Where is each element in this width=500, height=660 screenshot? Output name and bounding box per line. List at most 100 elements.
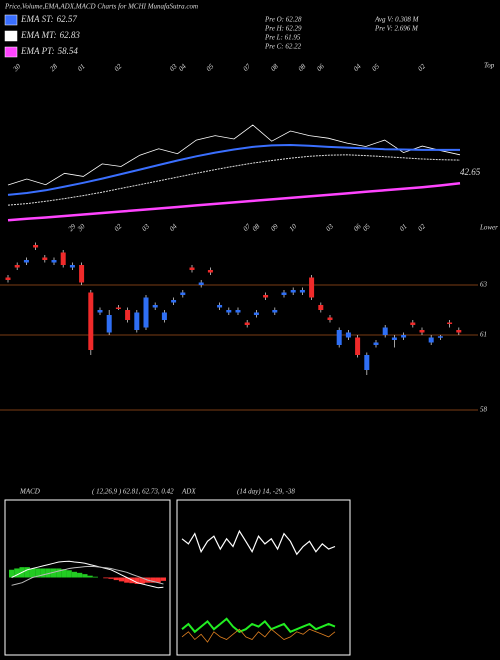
candle-body — [244, 322, 250, 325]
date-label: 10 — [288, 222, 299, 233]
candle-body — [115, 307, 121, 309]
side-label: Lower — [479, 224, 498, 232]
candle-body — [437, 336, 443, 338]
histogram-bar — [29, 568, 36, 578]
legend-entry: EMA PT: 58.54 — [20, 46, 78, 56]
histogram-bar — [9, 569, 15, 578]
histogram-bar — [56, 568, 62, 578]
candle-body — [263, 295, 269, 298]
stat: Pre V: 2.696 M — [374, 25, 419, 33]
candle-body — [419, 330, 425, 333]
histogram-bar — [118, 577, 125, 582]
candle-body — [226, 310, 232, 313]
candle-body — [345, 332, 351, 338]
candle-body — [42, 257, 48, 260]
histogram-bar — [139, 577, 146, 584]
histogram-bar — [35, 568, 41, 578]
legend-swatch — [4, 46, 18, 58]
line-series — [181, 529, 336, 556]
candle-body — [336, 330, 342, 345]
candle-body — [217, 305, 223, 308]
date-label: 08 — [269, 62, 280, 73]
line-series — [11, 565, 164, 586]
histogram-bar — [14, 568, 20, 578]
candle-body — [253, 312, 259, 315]
candle-body — [299, 290, 305, 293]
date-label: 04 — [168, 222, 179, 233]
legend-value: 58.54 — [58, 46, 79, 56]
histogram-bar — [71, 571, 78, 578]
date-label: 29 — [67, 222, 78, 233]
candle-body — [14, 265, 20, 268]
date-label: 01 — [398, 222, 409, 233]
candle-body — [88, 292, 94, 350]
stat: Pre C: 62.22 — [264, 43, 302, 51]
candle-body — [161, 312, 167, 320]
line-series — [181, 617, 336, 634]
stat: Pre H: 62.29 — [264, 25, 302, 33]
candle-body — [327, 317, 333, 320]
candle-body — [106, 315, 112, 333]
histogram-bar — [155, 577, 161, 583]
date-label: 07 — [242, 222, 253, 233]
candle-body — [143, 297, 149, 328]
panel-title: ADX — [181, 488, 196, 496]
candle-body — [171, 300, 177, 303]
histogram-bar — [92, 576, 98, 578]
candle-body — [364, 355, 370, 370]
side-label: Top — [484, 62, 495, 70]
candle-body — [198, 282, 204, 285]
histogram-bar — [87, 575, 93, 578]
date-label: 02 — [113, 222, 124, 233]
candle-body — [5, 277, 11, 280]
histogram-bar — [160, 577, 166, 581]
stat: Pre L: 61.95 — [264, 34, 301, 42]
date-label: 09 — [269, 222, 280, 233]
date-label: 03 — [324, 222, 335, 233]
date-label: 05 — [370, 62, 381, 73]
candle-body — [401, 335, 407, 338]
date-label: 06 — [352, 222, 363, 233]
candle-body — [180, 292, 186, 295]
candle-body — [60, 252, 66, 265]
candle-body — [125, 310, 131, 320]
histogram-bar — [108, 577, 114, 579]
date-label: 01 — [76, 62, 87, 73]
candle-body — [23, 260, 29, 263]
date-label: 05 — [205, 62, 216, 73]
date-label: 02 — [416, 62, 427, 73]
date-label: 06 — [315, 62, 326, 73]
candle-body — [355, 337, 361, 355]
date-label: 07 — [242, 62, 253, 73]
histogram-bar — [45, 568, 51, 578]
legend-label: EMA PT: — [20, 46, 55, 56]
histogram-bar — [150, 577, 156, 583]
legend-value: 62.57 — [57, 14, 78, 24]
line-series — [181, 628, 336, 643]
date-label: 02 — [113, 62, 124, 73]
legend-entry: EMA MT: 62.83 — [20, 30, 80, 40]
date-label: 03 — [140, 222, 151, 233]
line-series — [7, 143, 460, 196]
panel-title: MACD — [19, 488, 40, 496]
histogram-bar — [103, 577, 109, 579]
date-label: 08 — [251, 222, 262, 233]
date-label: 08 — [297, 62, 308, 73]
candle-body — [51, 260, 57, 263]
histogram-bar — [134, 577, 140, 584]
date-label: 04 — [352, 62, 363, 73]
candle-body — [309, 277, 315, 298]
histogram-bar — [40, 568, 46, 578]
histogram-bar — [77, 572, 83, 578]
legend-swatch — [4, 14, 18, 26]
candle-body — [33, 245, 39, 248]
histogram-bar — [113, 577, 119, 581]
candle-body — [79, 265, 85, 283]
date-label: 02 — [416, 222, 427, 233]
panel-subtitle: ( 12,26,9 ) 62.81, 62.73, 0.42 — [92, 488, 174, 496]
candle-body — [134, 312, 140, 330]
candle-body — [410, 322, 416, 325]
candle-body — [391, 337, 397, 340]
end-label: 42.65 — [460, 167, 481, 177]
